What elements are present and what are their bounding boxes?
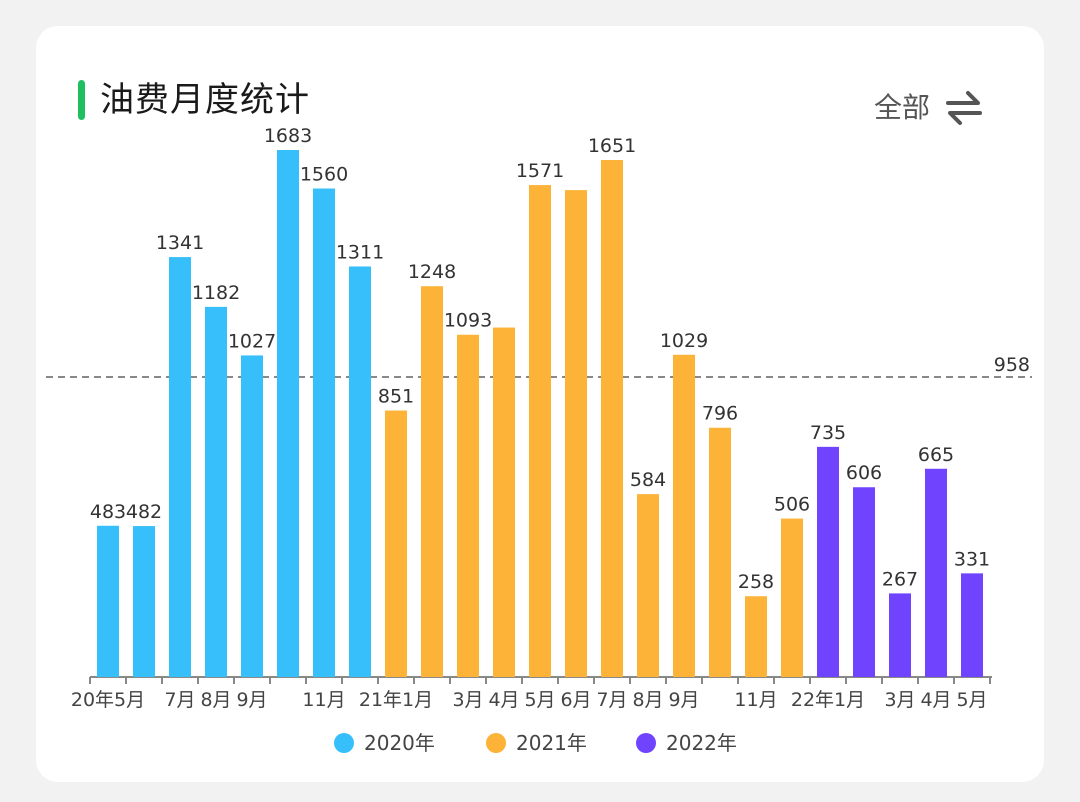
legend-label: 2021年: [516, 731, 587, 755]
data-label: 331: [954, 548, 990, 570]
bar-13: [529, 185, 551, 677]
bar-18: [709, 427, 731, 677]
data-label: 606: [846, 462, 882, 484]
data-label: 735: [810, 422, 846, 444]
chart-legend: 2020年 2021年 2022年: [0, 728, 1080, 758]
bar-19: [745, 596, 767, 677]
bar-10: [421, 286, 443, 677]
bar-3: [169, 257, 191, 677]
x-tick-label: 6月: [560, 689, 591, 711]
x-tick-label: 5月: [956, 689, 987, 711]
data-label: 796: [702, 403, 738, 425]
x-tick-label: 20年5月: [71, 689, 145, 711]
bar-8: [349, 266, 371, 677]
bar-2: [133, 526, 155, 677]
x-tick-label: 8月: [200, 689, 231, 711]
x-tick-label: 22年1月: [791, 689, 865, 711]
x-tick-label: 9月: [668, 689, 699, 711]
reference-line-label: 958: [994, 354, 1030, 376]
bar-7: [313, 188, 335, 678]
data-label: 851: [378, 386, 414, 408]
data-label: 1651: [588, 135, 636, 157]
data-label: 1341: [156, 232, 204, 254]
x-tick-label: 5月: [524, 689, 555, 711]
x-tick-label: 3月: [884, 689, 915, 711]
x-tick-label: 4月: [920, 689, 951, 711]
bar-9: [385, 410, 407, 677]
x-tick-label: 11月: [302, 689, 345, 711]
legend-label: 2020年: [364, 731, 435, 755]
legend-item[interactable]: 2021年: [486, 728, 587, 758]
legend-color-dot: [334, 733, 354, 753]
data-label: 1311: [336, 241, 384, 263]
x-tick-label: 3月: [452, 689, 483, 711]
bar-12: [493, 327, 515, 677]
bar-11: [457, 334, 479, 677]
bar-15: [601, 160, 623, 677]
bar-1: [97, 525, 119, 677]
bar-16: [637, 494, 659, 677]
data-label: 482: [126, 501, 162, 523]
x-tick-label: 7月: [164, 689, 195, 711]
bar-23: [889, 593, 911, 677]
bar-25: [961, 573, 983, 677]
data-label: 1093: [444, 310, 492, 332]
bar-17: [673, 354, 695, 677]
bar-14: [565, 190, 587, 677]
bar-20: [781, 518, 803, 677]
x-tick-label: 11月: [734, 689, 777, 711]
legend-color-dot: [636, 733, 656, 753]
legend-item[interactable]: 2020年: [334, 728, 435, 758]
bar-21: [817, 446, 839, 677]
bar-6: [277, 150, 299, 677]
bar-4: [205, 306, 227, 677]
filter-toggle-button[interactable]: 全部: [874, 88, 984, 128]
swap-arrows-icon: [946, 91, 983, 125]
legend-item[interactable]: 2022年: [636, 728, 737, 758]
x-tick-label: 4月: [488, 689, 519, 711]
legend-color-dot: [486, 733, 506, 753]
filter-label: 全部: [874, 91, 931, 124]
data-label: 483: [90, 501, 126, 523]
chart-title: 油费月度统计: [100, 80, 310, 120]
data-label: 1560: [300, 164, 348, 186]
bar-24: [925, 468, 947, 677]
data-label: 1027: [228, 330, 276, 352]
bar-22: [853, 487, 875, 677]
data-label: 1571: [516, 160, 564, 182]
x-tick-label: 9月: [236, 689, 267, 711]
legend-label: 2022年: [666, 731, 737, 755]
data-label: 584: [630, 469, 666, 491]
data-label: 665: [918, 444, 954, 466]
x-tick-label: 7月: [596, 689, 627, 711]
x-tick-label: 8月: [632, 689, 663, 711]
data-label: 258: [738, 571, 774, 593]
data-label: 1248: [408, 261, 456, 283]
data-label: 506: [774, 494, 810, 516]
data-label: 1683: [264, 125, 312, 147]
data-label: 267: [882, 568, 918, 590]
data-label: 1182: [192, 282, 240, 304]
title-accent-bar: [78, 80, 85, 120]
bar-5: [241, 355, 263, 677]
x-tick-label: 21年1月: [359, 689, 433, 711]
data-label: 1029: [660, 330, 708, 352]
